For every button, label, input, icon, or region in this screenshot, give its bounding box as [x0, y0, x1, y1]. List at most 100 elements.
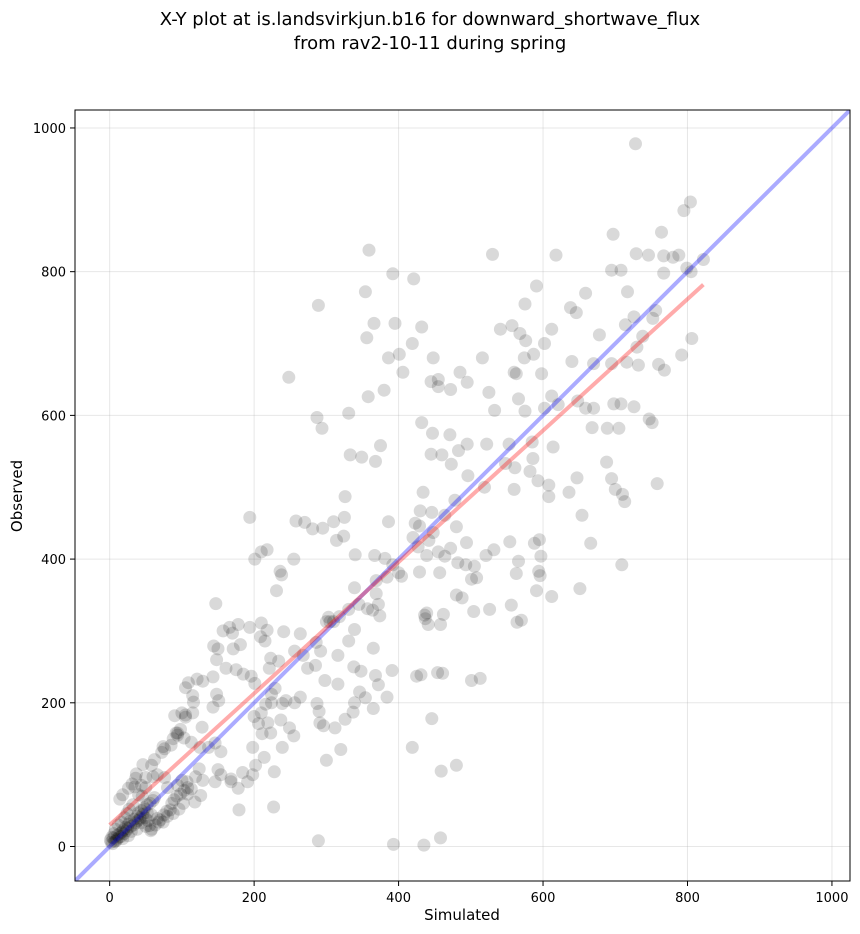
data-point — [254, 706, 268, 720]
data-point — [382, 515, 395, 529]
data-point — [124, 824, 138, 838]
data-point — [338, 490, 352, 504]
data-point — [155, 745, 169, 759]
data-point — [133, 811, 147, 825]
data-point — [645, 416, 659, 430]
data-point — [352, 597, 366, 611]
data-point — [287, 729, 301, 743]
data-point — [461, 469, 475, 483]
data-point — [392, 566, 406, 580]
data-point — [103, 833, 117, 847]
data-point — [117, 827, 131, 841]
data-point — [158, 771, 172, 784]
data-point — [330, 533, 343, 547]
data-point — [177, 784, 191, 797]
chart-title-line-2: from rav2-10-11 during spring — [293, 33, 567, 54]
data-point — [507, 482, 521, 496]
data-point — [287, 552, 301, 566]
data-point — [111, 818, 125, 832]
data-point — [366, 702, 380, 715]
data-point — [175, 773, 189, 787]
data-point — [289, 514, 303, 528]
data-point — [114, 830, 128, 843]
data-point — [677, 204, 691, 218]
data-point — [107, 827, 121, 841]
data-point — [298, 515, 312, 529]
data-point — [518, 404, 532, 418]
data-point — [527, 347, 541, 361]
data-point — [301, 661, 315, 675]
data-point — [436, 666, 450, 680]
data-point — [311, 834, 325, 848]
data-point — [348, 623, 361, 636]
data-point — [313, 716, 327, 730]
data-point — [236, 667, 250, 681]
data-point — [460, 375, 474, 389]
data-point — [449, 758, 463, 772]
data-point — [116, 788, 130, 802]
y-tick-label: 200 — [41, 697, 66, 712]
data-point — [371, 678, 385, 692]
data-point — [226, 626, 239, 640]
data-point — [652, 357, 666, 371]
data-point — [527, 536, 541, 550]
data-point — [282, 370, 296, 384]
data-point — [161, 781, 174, 795]
data-point — [570, 471, 584, 485]
data-points — [103, 137, 710, 852]
data-point — [605, 357, 619, 371]
data-point — [452, 444, 465, 458]
data-point — [507, 365, 521, 379]
data-point — [130, 822, 144, 836]
data-point — [170, 789, 184, 803]
data-point — [629, 137, 642, 151]
data-point — [362, 243, 376, 257]
data-point — [248, 676, 262, 690]
data-point — [259, 697, 273, 711]
data-point — [523, 464, 537, 478]
data-point — [165, 796, 179, 810]
data-point — [385, 664, 399, 677]
data-point — [232, 803, 246, 817]
data-point — [444, 541, 458, 555]
data-point — [627, 400, 641, 414]
data-point — [473, 671, 487, 685]
data-point — [348, 581, 361, 595]
data-point — [265, 696, 278, 710]
data-point — [366, 641, 380, 655]
data-point — [374, 439, 387, 453]
data-point — [328, 721, 342, 735]
data-point — [273, 564, 287, 578]
data-point — [206, 670, 220, 684]
data-point — [650, 477, 664, 491]
data-point — [434, 764, 448, 778]
data-point — [337, 510, 351, 524]
data-point — [642, 412, 656, 426]
data-point — [514, 613, 528, 627]
data-point — [361, 602, 374, 616]
data-point — [448, 493, 462, 507]
data-point — [160, 804, 174, 818]
y-axis-ticks: 0 200 400 600 800 1000 — [33, 122, 75, 856]
data-point — [438, 508, 452, 522]
data-point — [337, 529, 351, 543]
data-point — [460, 536, 473, 550]
data-point — [181, 787, 195, 801]
data-point — [127, 812, 141, 826]
data-point — [579, 286, 593, 300]
data-point — [135, 789, 149, 803]
data-point — [569, 306, 583, 320]
data-point — [486, 247, 499, 261]
data-point — [331, 677, 345, 691]
data-point — [264, 651, 278, 665]
data-point — [207, 639, 221, 653]
data-point — [413, 565, 426, 579]
data-point — [395, 569, 408, 583]
data-point — [636, 329, 650, 343]
data-point — [275, 568, 289, 582]
data-point — [618, 495, 632, 509]
data-point — [270, 584, 283, 598]
data-point — [172, 802, 186, 816]
data-point — [319, 753, 333, 767]
data-point — [119, 824, 133, 838]
